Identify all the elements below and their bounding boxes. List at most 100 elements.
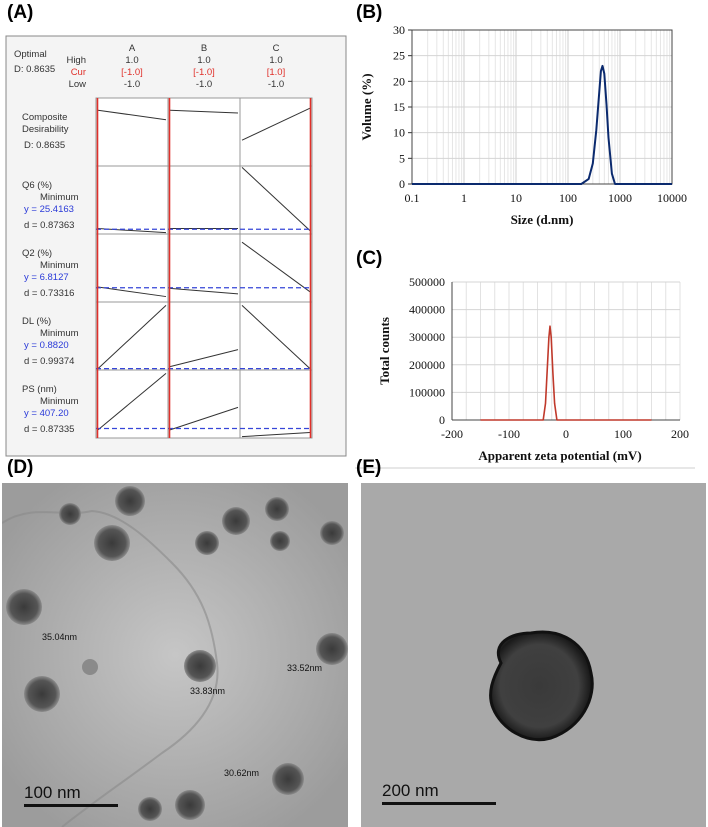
y-tick-label: 100000	[409, 385, 445, 399]
scale-bar-label: 200 nm	[382, 781, 439, 800]
response-title: PS (nm)	[22, 384, 57, 395]
scale-bar-label: 100 nm	[24, 783, 81, 802]
response-curve	[169, 406, 239, 431]
response-curve	[97, 286, 167, 298]
tem-image-d: 35.04nm 33.83nm 33.52nm 30.62nm 100 nm	[2, 483, 348, 827]
factor-name: C	[273, 43, 280, 54]
response-title: Composite	[22, 112, 67, 123]
response-goal: Minimum	[40, 192, 79, 203]
response-value: y = 0.8820	[24, 340, 69, 351]
y-tick-label: 5	[399, 151, 405, 165]
scale-bar	[24, 804, 118, 807]
factor-name: A	[129, 43, 136, 54]
response-desirability: D: 0.8635	[24, 140, 65, 151]
x-tick-label: 200	[671, 427, 689, 441]
plot-cell	[167, 301, 241, 371]
size-distribution-line	[412, 64, 672, 185]
x-tick-label: -200	[441, 427, 463, 441]
response-desirability: d = 0.87363	[24, 220, 74, 231]
y-tick-label: 300000	[409, 330, 445, 344]
measurement-label: 30.62nm	[224, 768, 259, 778]
x-tick-label: 10000	[657, 191, 687, 205]
row-label: Low	[69, 79, 87, 90]
response-title: Desirability	[22, 124, 69, 135]
factor-current: [1.0]	[267, 67, 286, 78]
response-title: Q2 (%)	[22, 248, 52, 259]
y-axis-label: Volume (%)	[359, 73, 374, 140]
panel-e-label: (E)	[356, 457, 382, 478]
y-tick-label: 15	[393, 100, 405, 114]
response-title: DL (%)	[22, 316, 51, 327]
large-nanoparticle	[489, 630, 594, 741]
response-goal: Minimum	[40, 328, 79, 339]
plot-cell	[167, 369, 241, 439]
response-goal: Minimum	[40, 396, 79, 407]
optimal-value: D: 0.8635	[14, 64, 55, 75]
factor-name: B	[201, 43, 207, 54]
plot-cell	[95, 97, 169, 167]
y-tick-label: 0	[439, 413, 445, 427]
x-tick-label: 100	[559, 191, 577, 205]
response-curve	[169, 287, 239, 295]
nanoparticles	[6, 486, 348, 821]
response-curve	[241, 107, 311, 141]
response-goal: Minimum	[40, 260, 79, 271]
x-tick-label: 10	[510, 191, 522, 205]
response-curve	[97, 305, 167, 370]
x-axis-label: Size (d.nm)	[511, 212, 574, 227]
y-tick-label: 0	[399, 177, 405, 191]
factor-high: 1.0	[197, 55, 210, 66]
response-value: y = 407.20	[24, 408, 69, 419]
response-desirability: d = 0.99374	[24, 356, 74, 367]
plot-cell	[95, 165, 169, 235]
response-desirability: d = 0.87335	[24, 424, 74, 435]
response-curve	[169, 349, 239, 368]
zeta-potential-chart: 0 100000 200000 300000 400000 500000 -200 -100 0…	[355, 275, 695, 469]
factor-low: -1.0	[268, 79, 284, 90]
plot-cell	[167, 233, 241, 303]
tem-image-e: 200 nm	[361, 483, 706, 827]
plot-cell	[167, 97, 241, 167]
plot-cell	[167, 165, 241, 235]
response-curve	[241, 166, 311, 231]
y-tick-label: 25	[393, 49, 405, 63]
response-title: Q6 (%)	[22, 180, 52, 191]
response-curve	[241, 305, 311, 370]
factor-low: -1.0	[196, 79, 212, 90]
y-tick-label: 500000	[409, 275, 445, 289]
plot-cell	[239, 97, 313, 167]
plot-cell	[239, 369, 313, 439]
y-tick-label: 10	[393, 126, 405, 140]
measurement-label: 35.04nm	[42, 632, 77, 642]
row-label: Cur	[71, 67, 86, 78]
x-tick-label: 100	[614, 427, 632, 441]
factor-low: -1.0	[124, 79, 140, 90]
factor-current: [-1.0]	[121, 67, 143, 78]
x-axis-label: Apparent zeta potential (mV)	[478, 448, 641, 463]
scale-bar	[382, 802, 496, 805]
response-value: y = 6.8127	[24, 272, 69, 283]
x-tick-label: 1000	[608, 191, 632, 205]
optimal-title: Optimal	[14, 49, 47, 60]
y-tick-label: 400000	[409, 303, 445, 317]
row-label: High	[66, 55, 86, 66]
y-tick-label: 30	[393, 23, 405, 37]
x-tick-label: 0	[563, 427, 569, 441]
panel-c-label: (C)	[356, 248, 383, 269]
factor-current: [-1.0]	[193, 67, 215, 78]
measurement-label: 33.52nm	[287, 663, 322, 673]
y-tick-label: 200000	[409, 358, 445, 372]
plot-cell	[239, 233, 313, 303]
response-curve	[169, 109, 239, 114]
response-curve	[97, 373, 167, 431]
response-curve	[241, 432, 311, 438]
factor-high: 1.0	[269, 55, 282, 66]
measurement-label: 33.83nm	[190, 686, 225, 696]
x-tick-label: -100	[498, 427, 520, 441]
size-distribution-chart: 0 5 10 15 20 25 30 0.1 1 10 100 1000 10000 Size (d.nm…	[359, 23, 687, 227]
zeta-distribution-line	[480, 325, 652, 421]
y-axis-label: Total counts	[377, 317, 392, 385]
response-curve	[241, 241, 311, 293]
panel-a-label: (A)	[7, 2, 34, 23]
